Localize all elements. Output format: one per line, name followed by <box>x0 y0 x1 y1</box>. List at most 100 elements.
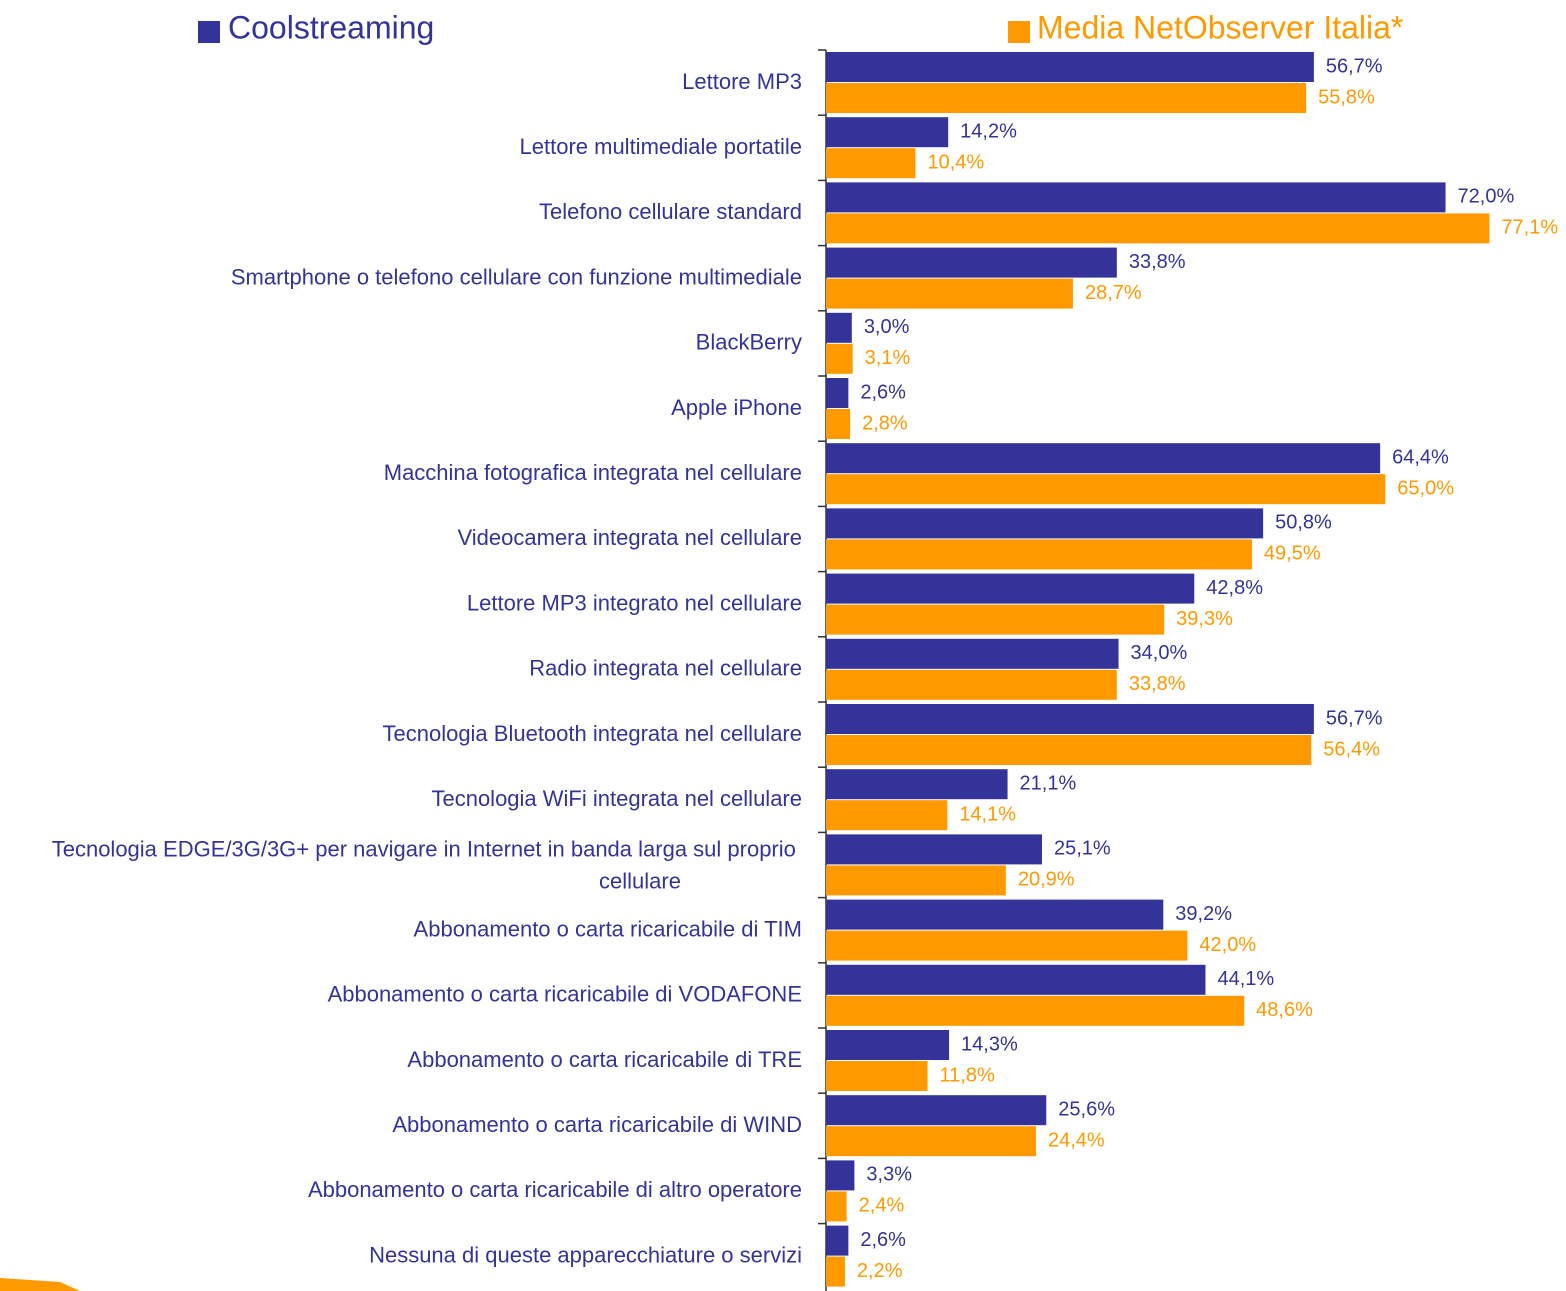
bar <box>826 573 1195 604</box>
value-label: 50,8% <box>1275 512 1332 534</box>
value-label: 28,7% <box>1085 282 1142 304</box>
bar <box>826 735 1312 765</box>
value-label: 20,9% <box>1018 869 1075 891</box>
category-label: Videocamera integrata nel cellulare <box>458 525 802 550</box>
bar <box>826 1191 847 1222</box>
value-label: 56,4% <box>1323 738 1380 760</box>
bar <box>826 834 1042 865</box>
legend-swatch <box>1008 21 1030 43</box>
bar <box>826 1225 849 1256</box>
value-label: 3,1% <box>865 347 911 369</box>
category-label: Abbonamento o carta ricaricabile di TRE <box>407 1047 802 1072</box>
category-label: Telefono cellulare standard <box>539 199 802 224</box>
bar <box>826 508 1264 539</box>
bar <box>826 278 1073 309</box>
value-label: 2,4% <box>859 1195 905 1217</box>
legend-label: Coolstreaming <box>228 9 434 45</box>
bar <box>826 964 1206 995</box>
value-label: 64,4% <box>1392 446 1449 468</box>
bar <box>826 899 1164 930</box>
category-label: Smartphone o telefono cellulare con funz… <box>231 264 802 289</box>
category-label: Tecnologia EDGE/3G/3G+ per navigare in I… <box>52 836 802 893</box>
value-label: 2,6% <box>860 1229 906 1251</box>
bar <box>826 638 1119 669</box>
decoration <box>0 1278 80 1291</box>
category-label: BlackBerry <box>696 330 802 355</box>
value-label: 48,6% <box>1256 999 1313 1021</box>
bar <box>826 1030 950 1060</box>
value-label: 33,8% <box>1129 251 1186 273</box>
value-label: 2,8% <box>862 412 908 434</box>
value-label: 33,8% <box>1129 673 1186 695</box>
bar <box>826 604 1165 635</box>
bar <box>826 474 1386 505</box>
bar <box>826 443 1381 474</box>
value-label: 14,3% <box>961 1033 1018 1055</box>
bar <box>826 800 948 831</box>
bar <box>826 995 1245 1026</box>
legend-label: Media NetObserver Italia* <box>1037 9 1403 45</box>
value-label: 21,1% <box>1020 772 1077 794</box>
bar <box>826 704 1314 734</box>
legend-swatch <box>198 21 220 43</box>
bar <box>826 312 852 343</box>
value-label: 56,7% <box>1326 707 1383 729</box>
value-label: 2,2% <box>857 1260 903 1282</box>
bar <box>826 213 1490 244</box>
category-label: Radio integrata nel cellulare <box>529 656 802 681</box>
category-label: Apple iPhone <box>671 395 802 420</box>
value-label: 44,1% <box>1217 968 1274 990</box>
bar <box>826 343 853 374</box>
bar <box>826 83 1307 113</box>
value-label: 24,4% <box>1048 1129 1105 1151</box>
value-label: 42,8% <box>1206 577 1263 599</box>
value-label: 55,8% <box>1318 86 1375 108</box>
bar <box>826 148 916 179</box>
category-label: Abbonamento o carta ricaricabile di WIND <box>392 1112 802 1137</box>
bar <box>826 1126 1036 1157</box>
category-label: Abbonamento o carta ricaricabile di TIM <box>414 916 802 941</box>
category-label: Lettore MP3 integrato nel cellulare <box>467 590 802 615</box>
bar <box>826 378 849 408</box>
bar <box>826 1061 928 1091</box>
value-label: 11,8% <box>940 1064 995 1086</box>
value-label: 72,0% <box>1458 186 1515 208</box>
value-label: 14,1% <box>959 803 1016 825</box>
value-label: 34,0% <box>1131 642 1188 664</box>
category-label: Nessuna di queste apparecchiature o serv… <box>369 1242 802 1267</box>
bar <box>826 769 1008 800</box>
value-label: 77,1% <box>1501 217 1558 239</box>
value-label: 25,6% <box>1058 1098 1115 1120</box>
category-label: Tecnologia WiFi integrata nel cellulare <box>431 786 802 811</box>
value-label: 65,0% <box>1397 477 1454 499</box>
category-label: Abbonamento o carta ricaricabile di VODA… <box>328 982 802 1007</box>
bar <box>826 409 851 439</box>
bar <box>826 182 1446 213</box>
bar <box>826 117 949 148</box>
bar <box>826 865 1006 896</box>
category-label: Lettore MP3 <box>682 69 802 94</box>
value-label: 14,2% <box>960 120 1017 142</box>
value-label: 39,3% <box>1176 608 1233 630</box>
category-label: Lettore multimediale portatile <box>520 134 802 159</box>
value-label: 3,0% <box>864 316 910 338</box>
value-label: 56,7% <box>1326 55 1383 77</box>
bar <box>826 669 1117 700</box>
value-label: 42,0% <box>1199 934 1256 956</box>
bar <box>826 1160 855 1191</box>
value-label: 25,1% <box>1054 838 1111 860</box>
category-label: Abbonamento o carta ricaricabile di altr… <box>308 1177 802 1202</box>
category-label: Macchina fotografica integrata nel cellu… <box>384 460 802 485</box>
value-label: 49,5% <box>1264 543 1321 565</box>
value-label: 10,4% <box>927 151 984 173</box>
bar <box>826 247 1117 278</box>
bar <box>826 539 1252 570</box>
value-label: 2,6% <box>860 381 906 403</box>
value-label: 39,2% <box>1175 903 1232 925</box>
bar <box>826 930 1188 961</box>
value-label: 3,3% <box>866 1164 912 1186</box>
bar <box>826 1095 1047 1126</box>
bar <box>826 52 1314 82</box>
bar <box>826 1256 845 1287</box>
